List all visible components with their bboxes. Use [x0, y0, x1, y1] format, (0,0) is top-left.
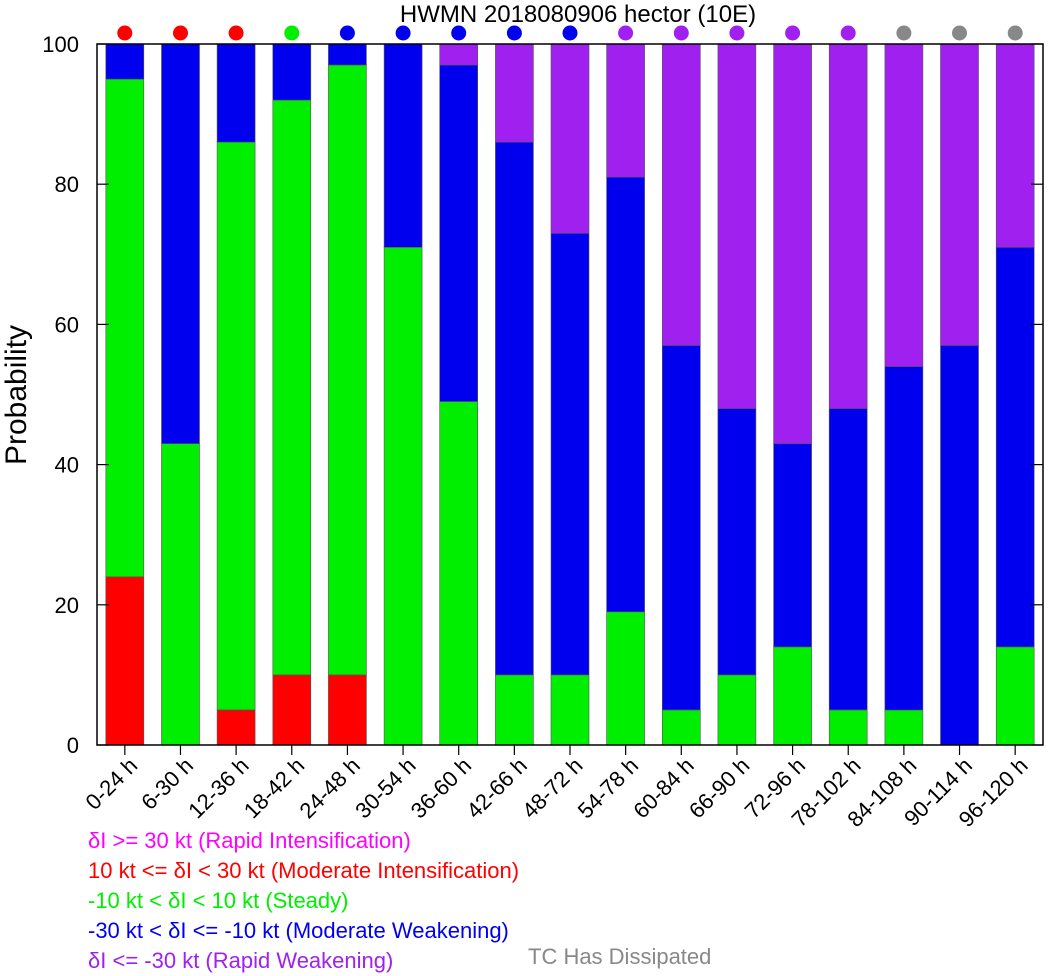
bar-segment-rw: [550, 43, 590, 234]
x-tick-label: 54-78 h: [573, 753, 643, 823]
x-tick-label: 42-66 h: [461, 753, 531, 823]
category-marker: [1007, 25, 1023, 41]
legend-moderate-weakening: -30 kt < δI <= -10 kt (Moderate Weakenin…: [88, 918, 509, 943]
bar-segment-mw: [272, 43, 312, 101]
category-marker: [506, 25, 522, 41]
category-marker: [729, 25, 745, 41]
bar-segment-steady: [216, 141, 256, 711]
bar-segment-rw: [995, 43, 1035, 248]
bar-segment-mw: [495, 141, 534, 676]
bar-segment-steady: [105, 78, 145, 578]
x-tick-label: 60-84 h: [628, 753, 698, 823]
y-tick-label: 0: [67, 733, 79, 758]
y-tick-label: 100: [42, 32, 79, 57]
legend-rapid-intensification: δI >= 30 kt (Rapid Intensification): [88, 828, 411, 853]
bar-segment-steady: [328, 64, 367, 676]
bar-segment-rw: [717, 43, 757, 409]
bar-segment-mi: [216, 709, 256, 746]
bar-segment-steady: [717, 674, 757, 746]
bar-segment-steady: [884, 709, 924, 746]
bar-segment-rw: [773, 43, 812, 444]
x-tick-label: 18-42 h: [239, 753, 309, 823]
category-marker: [117, 25, 133, 41]
x-tick-label: 66-90 h: [684, 753, 754, 823]
x-tick-label: 12-36 h: [183, 753, 253, 823]
bar-segment-mw: [328, 43, 367, 66]
x-tick-label: 30-54 h: [350, 753, 420, 823]
bar-segment-mi: [328, 674, 367, 746]
y-tick-label: 40: [55, 453, 79, 478]
bar-segment-mw: [773, 443, 812, 648]
bar-segment-steady: [773, 646, 812, 746]
category-marker: [228, 25, 244, 41]
y-axis-label: Probability: [0, 325, 33, 465]
x-tick-label: 0-24 h: [81, 753, 143, 815]
bar-segment-mw: [606, 176, 645, 613]
bar-segment-steady: [439, 401, 479, 746]
legend-rapid-weakening: δI <= -30 kt (Rapid Weakening): [88, 948, 394, 973]
x-tick-label: 36-60 h: [406, 753, 476, 823]
x-axis: 0-24 h6-30 h12-36 h18-42 h24-48 h30-54 h…: [81, 745, 1033, 832]
bar-segment-mw: [383, 43, 423, 248]
bar-segment-steady: [606, 611, 645, 746]
bar-segment-steady: [995, 646, 1035, 746]
plot-frame: [96, 43, 1044, 746]
bar-segment-mw: [828, 408, 868, 711]
legend-moderate-intensification: 10 kt <= δI < 30 kt (Moderate Intensific…: [88, 858, 520, 883]
y-tick-label: 80: [55, 172, 79, 197]
bars-group: [105, 43, 1035, 746]
category-marker: [562, 25, 578, 41]
category-marker: [785, 25, 801, 41]
bar-segment-mw: [550, 233, 590, 676]
bar-segment-rw: [828, 43, 868, 409]
category-marker: [284, 25, 300, 41]
chart-title: HWMN 2018080906 hector (10E): [400, 1, 756, 28]
bar-segment-rw: [495, 43, 534, 143]
bar-segment-mw: [995, 247, 1035, 648]
category-marker: [451, 25, 467, 41]
category-marker: [840, 25, 856, 41]
legend-dissipated: TC Has Dissipated: [528, 944, 712, 969]
bar-segment-rw: [439, 43, 479, 66]
bar-segment-steady: [272, 99, 312, 676]
y-tick-label: 60: [55, 312, 79, 337]
top-markers-group: [117, 25, 1023, 41]
bar-segment-mi: [105, 576, 145, 746]
bar-segment-steady: [495, 674, 534, 746]
bar-segment-mw: [216, 43, 256, 143]
category-marker: [395, 25, 411, 41]
bar-segment-steady: [161, 443, 200, 746]
bar-segment-steady: [383, 247, 423, 746]
y-tick-label: 20: [55, 593, 79, 618]
category-marker: [896, 25, 912, 41]
category-marker: [952, 25, 967, 41]
bar-segment-mw: [439, 64, 479, 402]
bar-segment-rw: [940, 43, 979, 346]
bar-segment-rw: [606, 43, 645, 178]
category-marker: [173, 25, 188, 41]
bar-segment-mw: [940, 345, 979, 746]
bar-segment-steady: [661, 709, 701, 746]
bar-segment-mi: [272, 674, 312, 746]
category-marker: [618, 25, 634, 41]
category-marker: [339, 25, 355, 41]
legend: δI >= 30 kt (Rapid Intensification) 10 k…: [88, 826, 711, 976]
category-marker: [673, 25, 689, 41]
bar-segment-mw: [884, 366, 924, 711]
y-axis: 0 20 40 60 80 100: [42, 32, 1043, 758]
legend-steady: -10 kt < δI < 10 kt (Steady): [88, 888, 349, 913]
bar-segment-mw: [717, 408, 757, 676]
bar-segment-mw: [161, 43, 200, 444]
bar-segment-rw: [884, 43, 924, 367]
bar-segment-mw: [661, 345, 701, 711]
bar-segment-rw: [661, 43, 701, 346]
x-tick-label: 48-72 h: [517, 753, 587, 823]
x-tick-label: 24-48 h: [294, 753, 364, 823]
bar-segment-steady: [550, 674, 590, 746]
bar-segment-steady: [828, 709, 868, 746]
bar-segment-mw: [105, 43, 145, 80]
